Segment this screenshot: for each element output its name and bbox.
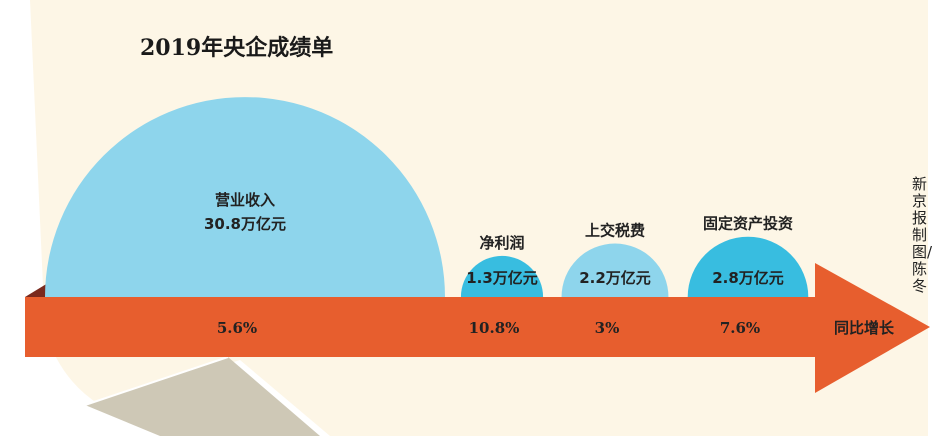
growth-value: 3%: [595, 319, 620, 337]
item-value: 2.2万亿元: [579, 269, 651, 287]
page-curl: [85, 357, 320, 436]
growth-value: 10.8%: [469, 319, 520, 337]
item-value: 30.8万亿元: [204, 215, 286, 233]
item-name: 营业收入: [215, 191, 275, 209]
semicircle-4: [687, 236, 809, 297]
growth-arrow: [25, 263, 930, 393]
semicircle-2: [460, 255, 544, 297]
growth-value: 5.6%: [217, 319, 257, 337]
semicircle-1: [45, 97, 445, 297]
semicircle-3: [561, 243, 669, 297]
credit-text: 新京报制图/陈冬: [912, 175, 933, 295]
item-value: 1.3万亿元: [466, 269, 538, 287]
item-name: 上交税费: [585, 222, 645, 240]
item-value: 2.8万亿元: [712, 269, 784, 287]
item-name: 净利润: [479, 234, 524, 252]
chart-title: 2019年央企成绩单: [140, 35, 334, 61]
item-name: 固定资产投资: [703, 215, 793, 233]
bar-fold: [25, 283, 48, 297]
page-curl-edge: [84, 356, 229, 406]
growth-label: 同比增长: [834, 319, 895, 337]
growth-value: 7.6%: [720, 319, 760, 337]
